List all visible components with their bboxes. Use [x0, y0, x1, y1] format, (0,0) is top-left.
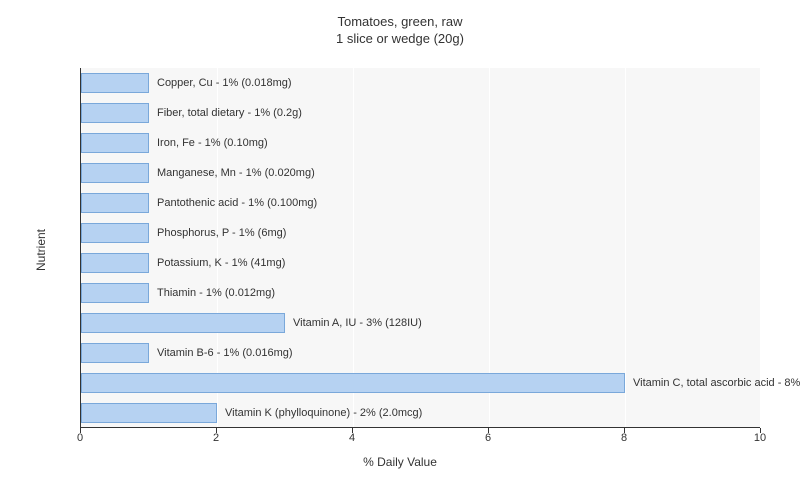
bar	[81, 313, 285, 333]
bar	[81, 403, 217, 423]
bar	[81, 193, 149, 213]
bar	[81, 103, 149, 123]
bar	[81, 133, 149, 153]
bar-label: Copper, Cu - 1% (0.018mg)	[157, 73, 292, 93]
x-tick-label: 0	[77, 432, 83, 444]
bar-label: Pantothenic acid - 1% (0.100mg)	[157, 193, 317, 213]
chart-title-line1: Tomatoes, green, raw	[337, 14, 462, 29]
chart-title: Tomatoes, green, raw 1 slice or wedge (2…	[0, 0, 800, 48]
x-tick-label: 4	[349, 432, 355, 444]
bar	[81, 283, 149, 303]
x-axis-label: % Daily Value	[0, 455, 800, 469]
bar	[81, 223, 149, 243]
x-tick-label: 8	[621, 432, 627, 444]
x-tick-label: 2	[213, 432, 219, 444]
bar-label: Phosphorus, P - 1% (6mg)	[157, 223, 286, 243]
bar-label: Thiamin - 1% (0.012mg)	[157, 283, 275, 303]
chart-title-line2: 1 slice or wedge (20g)	[336, 31, 464, 46]
gridline	[625, 68, 626, 427]
bar	[81, 73, 149, 93]
bar	[81, 253, 149, 273]
bar-label: Manganese, Mn - 1% (0.020mg)	[157, 163, 315, 183]
bar	[81, 373, 625, 393]
bar	[81, 163, 149, 183]
x-tick-label: 10	[754, 432, 766, 444]
bar-label: Vitamin A, IU - 3% (128IU)	[293, 313, 422, 333]
nutrient-chart: Tomatoes, green, raw 1 slice or wedge (2…	[0, 0, 800, 500]
bar-label: Vitamin C, total ascorbic acid - 8% (4.7…	[633, 373, 800, 393]
bar	[81, 343, 149, 363]
bar-label: Vitamin K (phylloquinone) - 2% (2.0mcg)	[225, 403, 422, 423]
bar-label: Vitamin B-6 - 1% (0.016mg)	[157, 343, 293, 363]
bar-label: Potassium, K - 1% (41mg)	[157, 253, 285, 273]
plot-area: Copper, Cu - 1% (0.018mg) Fiber, total di…	[80, 68, 760, 428]
y-axis-label: Nutrient	[34, 229, 48, 271]
x-tick-label: 6	[485, 432, 491, 444]
bar-label: Fiber, total dietary - 1% (0.2g)	[157, 103, 302, 123]
bar-label: Iron, Fe - 1% (0.10mg)	[157, 133, 268, 153]
